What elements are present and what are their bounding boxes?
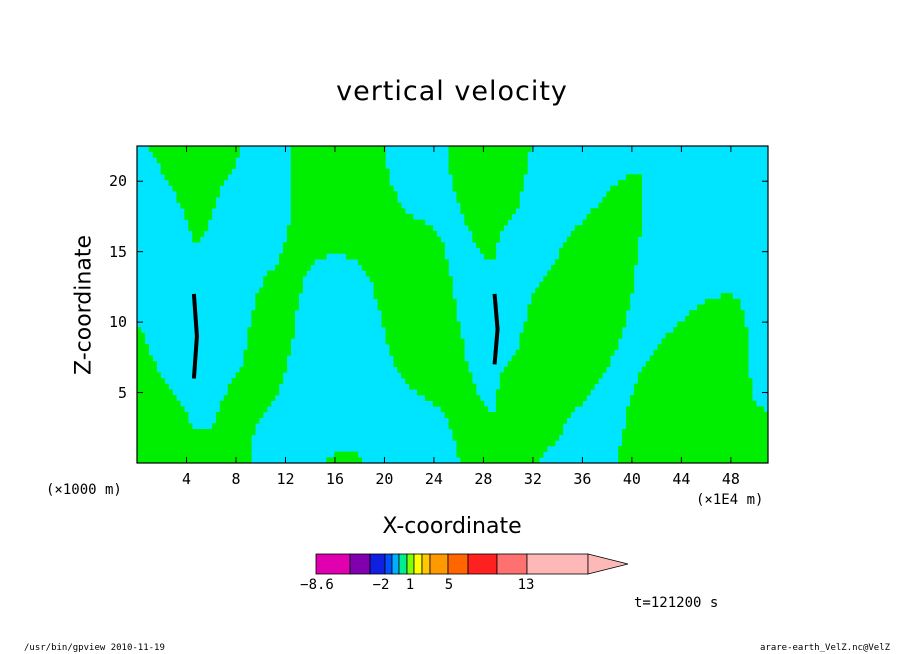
- x-tick-label: 40: [622, 470, 641, 488]
- chart-title: vertical velocity: [336, 76, 568, 107]
- x-tick-label: 20: [375, 470, 394, 488]
- x-tick-label: 8: [231, 470, 241, 488]
- colorbar-extend-arrow: [587, 553, 629, 575]
- y-tick-label: 10: [108, 313, 127, 332]
- colorbar-label: 13: [517, 577, 535, 593]
- colorbar-segment: [315, 553, 351, 575]
- colorbar-segment: [398, 553, 408, 575]
- velocity-field: [137, 146, 769, 464]
- footer-command: /usr/bin/gpview 2010-11-19: [24, 643, 165, 653]
- updraft-region: [137, 146, 769, 464]
- x-tick-label: 44: [672, 470, 691, 488]
- colorbar-segment: [413, 553, 423, 575]
- x-tick-label: 28: [474, 470, 493, 488]
- x-scale-label-right: (×1E4 m): [696, 492, 764, 508]
- y-tick-label: 15: [108, 242, 127, 261]
- y-axis-label: Z-coordinate: [71, 235, 97, 375]
- x-tick-label: 32: [523, 470, 542, 488]
- x-tick-label: 24: [424, 470, 443, 488]
- colorbar-segment: [429, 553, 449, 575]
- colorbar-segment: [406, 553, 415, 575]
- colorbar-label: −8.6: [300, 577, 334, 593]
- colorbar-segment: [447, 553, 469, 575]
- x-tick-label: 48: [721, 470, 740, 488]
- x-tick-label: 12: [276, 470, 295, 488]
- colorbar-segment: [421, 553, 431, 575]
- footer-variable: arare-earth_VelZ.nc@VelZ: [760, 643, 891, 653]
- x-tick-label: 36: [573, 470, 592, 488]
- colorbar-label: 1: [405, 577, 415, 593]
- plot-frame: [136, 145, 769, 464]
- x-axis-label: X-coordinate: [382, 514, 522, 539]
- time-label: t=121200 s: [634, 595, 719, 611]
- colorbar: [315, 553, 629, 575]
- colorbar-segment: [391, 553, 400, 575]
- colorbar-segment: [349, 553, 371, 575]
- colorbar-segment: [467, 553, 498, 575]
- colorbar-label: 5: [444, 577, 454, 593]
- y-tick-label: 20: [108, 172, 127, 191]
- colorbar-segment: [369, 553, 386, 575]
- strong-core-0: [191, 293, 199, 379]
- x-tick-label: 4: [181, 470, 191, 488]
- colorbar-label: −2: [372, 577, 390, 593]
- x-scale-label-left: (×1000 m): [46, 482, 122, 498]
- x-tick-label: 16: [325, 470, 344, 488]
- y-tick-label: 5: [117, 383, 127, 402]
- plot-axes: [136, 145, 769, 464]
- colorbar-segment: [496, 553, 528, 575]
- colorbar-segment: [384, 553, 393, 575]
- strong-core-1: [492, 293, 500, 365]
- colorbar-segment: [526, 553, 589, 575]
